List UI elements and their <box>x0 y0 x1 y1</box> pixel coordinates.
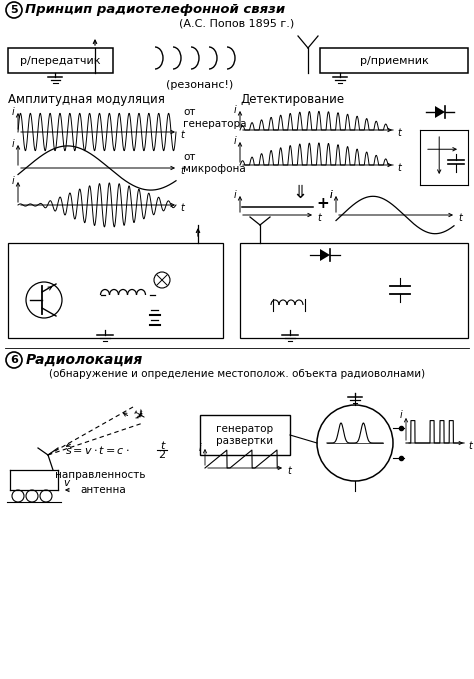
Text: i: i <box>399 410 402 420</box>
Text: i: i <box>233 190 236 200</box>
Text: i: i <box>233 105 236 115</box>
Text: i: i <box>11 139 14 149</box>
Polygon shape <box>435 106 445 118</box>
Text: антенна: антенна <box>80 485 126 495</box>
Text: t: t <box>458 213 462 223</box>
Bar <box>8 243 223 338</box>
Text: ⇓: ⇓ <box>292 184 308 202</box>
Text: t: t <box>397 128 401 138</box>
Text: i: i <box>329 190 332 200</box>
Text: генератор
развертки: генератор развертки <box>217 424 273 446</box>
Text: i: i <box>11 176 14 186</box>
Text: t: t <box>160 441 164 451</box>
Text: $s = v \cdot t = c \cdot$: $s = v \cdot t = c \cdot$ <box>65 444 129 456</box>
Text: i: i <box>329 190 332 200</box>
Text: Детектирование: Детектирование <box>240 94 344 107</box>
Text: i: i <box>233 136 236 146</box>
Bar <box>8 48 113 73</box>
Text: от
генератора: от генератора <box>183 107 246 129</box>
Text: Амплитудная модуляция: Амплитудная модуляция <box>8 94 165 107</box>
Text: от
микрофона: от микрофона <box>183 152 246 174</box>
Text: t: t <box>317 213 321 223</box>
Text: (А.С. Попов 1895 г.): (А.С. Попов 1895 г.) <box>179 18 295 28</box>
Text: (обнаружение и определение местополож. объекта радиоволнами): (обнаружение и определение местополож. о… <box>49 369 425 379</box>
Text: (резонанс!): (резонанс!) <box>166 80 234 90</box>
Text: +: + <box>317 196 329 211</box>
Text: 2: 2 <box>158 450 165 460</box>
Text: t: t <box>468 441 472 451</box>
Text: t: t <box>397 163 401 173</box>
Bar <box>240 243 468 338</box>
Text: ✈: ✈ <box>129 405 147 424</box>
Text: t: t <box>287 466 291 476</box>
Text: t: t <box>180 203 184 213</box>
Text: направленность: направленность <box>55 470 146 480</box>
Text: v: v <box>63 478 69 488</box>
Text: 5: 5 <box>10 5 18 15</box>
Text: t: t <box>180 166 184 176</box>
Text: р/передатчик: р/передатчик <box>20 56 101 65</box>
Text: t: t <box>180 130 184 140</box>
Text: р/приемник: р/приемник <box>360 56 428 65</box>
Text: i: i <box>198 443 201 453</box>
Text: 6: 6 <box>10 355 18 365</box>
Text: Принцип радиотелефонной связи: Принцип радиотелефонной связи <box>25 3 285 16</box>
Text: i: i <box>11 107 14 117</box>
Text: Радиолокация: Радиолокация <box>26 353 143 367</box>
Polygon shape <box>320 249 330 261</box>
Bar <box>200 415 290 455</box>
Bar <box>320 48 468 73</box>
